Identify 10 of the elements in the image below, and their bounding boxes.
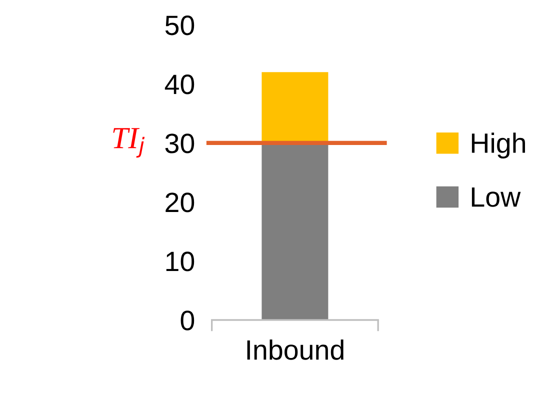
y-tick-label: 30 (165, 134, 194, 154)
x-tick-label: Inbound (247, 339, 344, 360)
legend-label: Low (472, 187, 521, 207)
ref-line-label: TI$_{j}$ (113, 128, 145, 158)
y-tick-label: 40 (164, 74, 194, 94)
y-tick-label: 0 (180, 310, 194, 330)
legend-label: High (472, 132, 525, 159)
y-tick-label: 20 (166, 192, 194, 212)
y-tick-label: 50 (165, 16, 194, 36)
y-tick-label: 10 (166, 252, 194, 272)
